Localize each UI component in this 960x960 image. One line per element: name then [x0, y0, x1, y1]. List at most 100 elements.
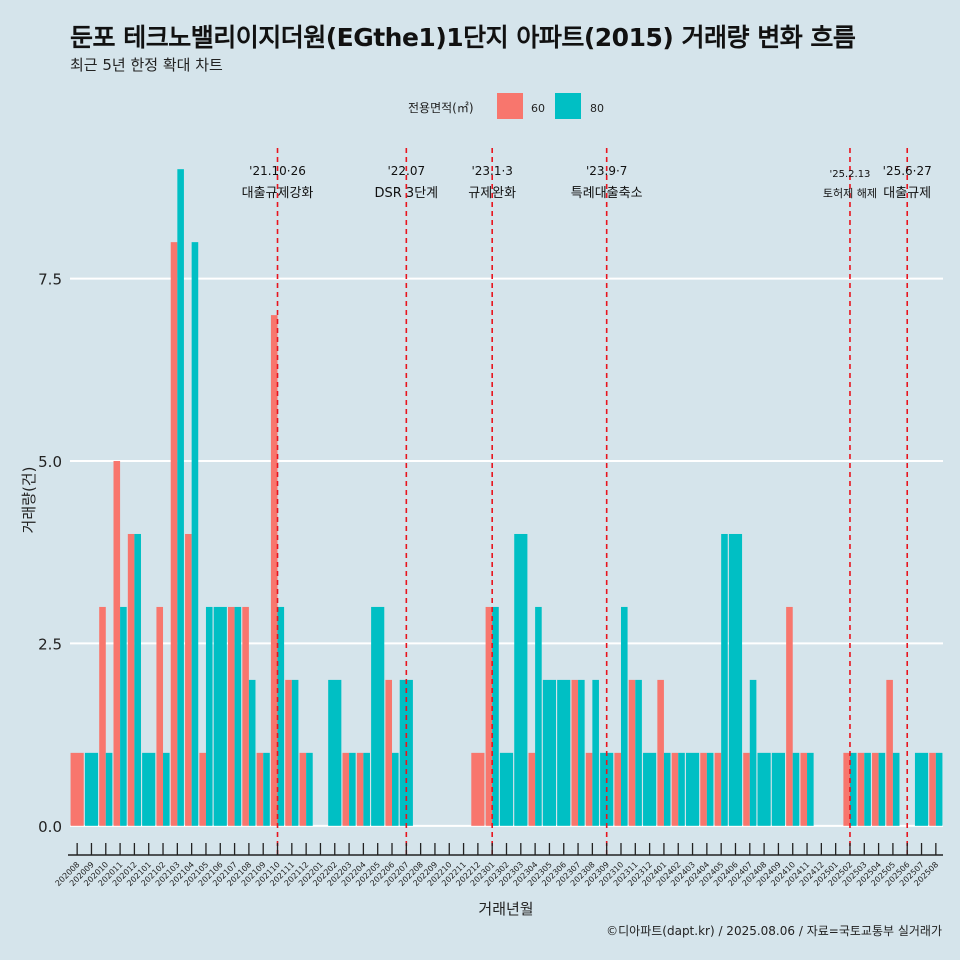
bar-80 [542, 679, 557, 826]
bar-80 [163, 752, 170, 826]
bar-80 [757, 752, 771, 826]
bar-60 [872, 752, 879, 826]
bar-60 [800, 752, 808, 826]
bar-60 [700, 752, 707, 826]
bar-80 [263, 752, 270, 826]
bar-80 [392, 752, 399, 826]
bar-80 [142, 752, 156, 826]
bar-80 [492, 606, 499, 826]
bar-60 [528, 752, 536, 826]
bar-80 [177, 169, 184, 826]
y-tick-label: 0.0 [38, 818, 62, 836]
bar-60 [242, 606, 249, 826]
bar-60 [485, 606, 493, 826]
bar-80 [84, 752, 99, 826]
bar-80 [864, 752, 871, 826]
bar-60 [929, 752, 936, 826]
bar-80 [935, 752, 943, 826]
bar-60 [671, 752, 679, 826]
bar-60 [156, 606, 164, 826]
x-axis-title: 거래년월 [478, 900, 533, 918]
bar-80 [291, 679, 299, 826]
bar-80 [248, 679, 256, 826]
bar-60 [170, 242, 178, 826]
bar-60 [99, 606, 106, 826]
event-date: '25.6·27 [883, 164, 932, 178]
bar-80 [878, 752, 886, 826]
bar-80 [771, 752, 786, 826]
bar-80 [706, 752, 714, 826]
event-label: 대출규제강화 [242, 186, 314, 201]
bar-80 [892, 752, 900, 826]
bar-80 [371, 606, 385, 826]
bar-80 [792, 752, 800, 826]
event-date: '23.1·3 [471, 164, 512, 178]
bar-60 [185, 533, 192, 826]
event-label: 규제완화 [468, 186, 516, 201]
bar-60 [857, 752, 865, 826]
bar-60 [113, 461, 121, 826]
bar-80 [620, 606, 628, 826]
bar-60 [886, 679, 893, 826]
bar-80 [120, 606, 127, 826]
event-label: 토허제 해제 [823, 186, 877, 200]
chart-title: 둔포 테크노밸리이지더원(EGthe1)1단지 아파트(2015) 거래량 변화… [70, 23, 856, 52]
y-tick-label: 7.5 [38, 271, 62, 289]
bar-60 [471, 752, 485, 826]
grid [70, 277, 943, 827]
legend: 전용면적(㎡) 60 80 [408, 93, 604, 119]
event-label: DSR 3단계 [375, 186, 439, 201]
bar-60 [657, 679, 664, 826]
bar-80 [592, 679, 599, 826]
y-tick-label: 2.5 [38, 635, 62, 653]
bar-80 [277, 606, 285, 826]
bar-60 [843, 752, 850, 826]
bar-60 [270, 315, 278, 826]
bar-60 [743, 752, 750, 826]
bars [70, 169, 943, 826]
bar-80 [663, 752, 671, 826]
bar-80 [678, 752, 685, 826]
bar-80 [643, 752, 657, 826]
bar-80 [685, 752, 700, 826]
bar-80 [914, 752, 929, 826]
chart-subtitle: 최근 5년 한정 확대 차트 [70, 56, 223, 74]
events: '21.10·26 대출규제강화 '22.07 DSR 3단계 '23.1·3 규제완화 '… [242, 148, 932, 855]
event-date: '21.10·26 [249, 164, 306, 178]
bar-80 [134, 533, 141, 826]
bar-80 [578, 679, 585, 826]
bar-80 [499, 752, 514, 826]
bar-80 [349, 752, 356, 826]
bar-60 [786, 606, 793, 826]
event-label: 대출규제 [883, 186, 931, 201]
bar-80 [205, 606, 213, 826]
bar-60 [571, 679, 579, 826]
bar-60 [199, 752, 206, 826]
bar-80 [749, 679, 757, 826]
bar-60 [256, 752, 264, 826]
bar-80 [635, 679, 642, 826]
bar-80 [363, 752, 370, 826]
bar-80 [306, 752, 313, 826]
bar-80 [328, 679, 342, 826]
legend-label-80: 80 [590, 102, 604, 115]
bar-60 [585, 752, 593, 826]
bar-60 [628, 679, 636, 826]
event-date: '23.9·7 [586, 164, 627, 178]
bar-80 [728, 533, 743, 826]
bar-80 [557, 679, 571, 826]
bar-60 [70, 752, 84, 826]
bar-80 [849, 752, 857, 826]
bar-80 [514, 533, 528, 826]
bar-80 [721, 533, 728, 826]
y-axis: 0.0 2.5 5.0 7.5 [38, 271, 62, 836]
legend-title: 전용면적(㎡) [408, 101, 474, 115]
y-tick-label: 5.0 [38, 453, 62, 471]
bar-60 [127, 533, 135, 826]
x-axis: 2020082020092020102020112020122021012021… [54, 843, 943, 888]
bar-80 [807, 752, 814, 826]
bar-80 [535, 606, 542, 826]
bar-60 [285, 679, 292, 826]
caption: ©디아파트(dapt.kr) / 2025.08.06 / 자료=국토교통부 실… [606, 924, 942, 938]
bar-60 [714, 752, 722, 826]
